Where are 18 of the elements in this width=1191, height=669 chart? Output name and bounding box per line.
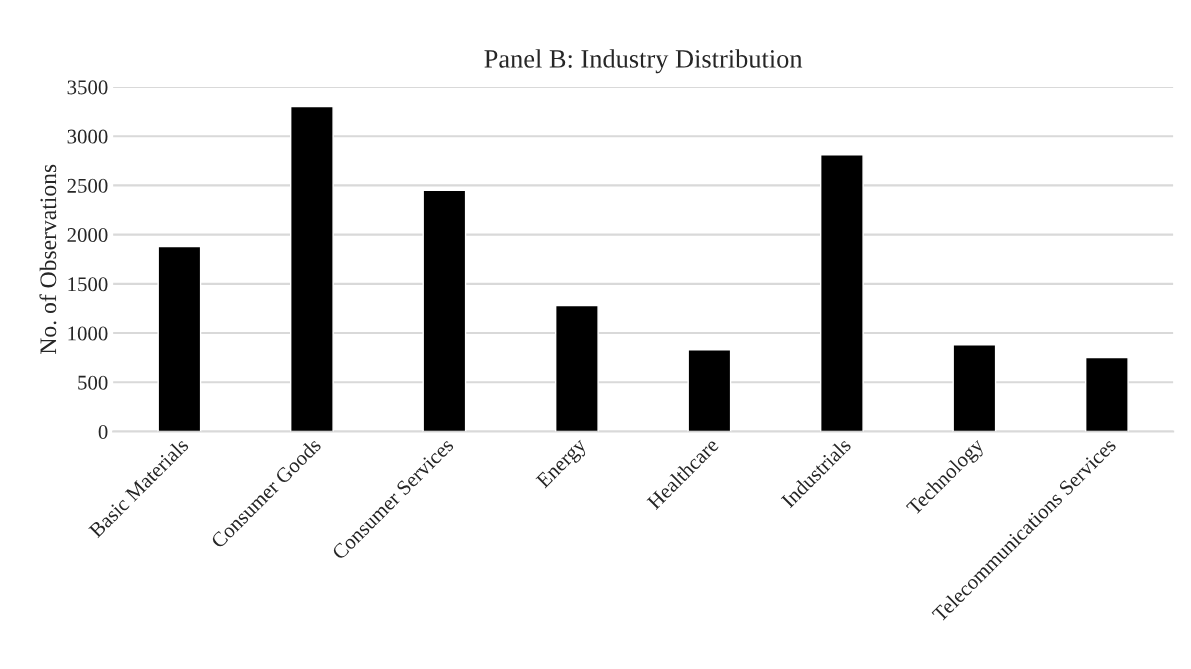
y-tick-label: 3500 xyxy=(67,80,108,95)
chart-title: Panel B: Industry Distribution xyxy=(484,49,803,74)
y-tick-label: 2500 xyxy=(67,178,108,193)
bar xyxy=(1084,356,1129,432)
bar xyxy=(289,105,334,432)
y-tick-label: 1500 xyxy=(68,277,108,292)
bar xyxy=(687,349,732,432)
y-tick-label: 3000 xyxy=(67,129,108,144)
y-tick-label: 1000 xyxy=(68,326,108,341)
bar xyxy=(554,304,599,432)
bar xyxy=(819,154,864,432)
y-tick-label: 2000 xyxy=(67,228,108,243)
y-axis-title: No. of Observations xyxy=(39,164,57,354)
bar xyxy=(952,344,997,432)
y-tick-label: 0 xyxy=(98,424,108,439)
y-tick-label: 500 xyxy=(78,375,108,390)
bar xyxy=(422,189,467,432)
bar xyxy=(157,245,202,432)
